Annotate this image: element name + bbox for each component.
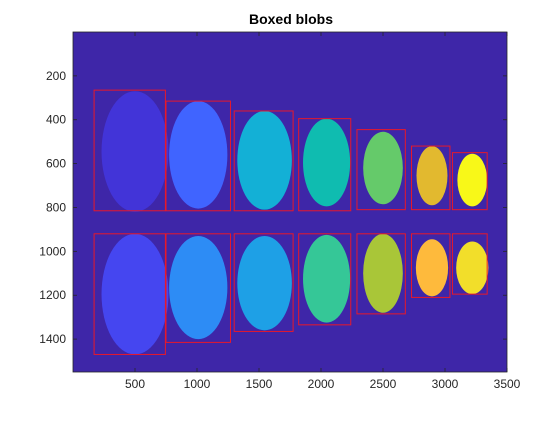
blob-14	[456, 241, 489, 295]
blob-11	[303, 234, 351, 323]
x-tick-label: 3000	[432, 377, 459, 391]
y-tick-label: 1400	[39, 332, 66, 346]
blob-1	[101, 91, 169, 212]
blob-7	[457, 153, 488, 207]
bounding-box-8	[93, 233, 166, 355]
bounding-boxes	[93, 89, 488, 355]
blob-4	[303, 118, 351, 207]
blob-5	[363, 131, 403, 205]
y-tick-label: 1000	[39, 244, 66, 258]
y-tick-label: 1200	[39, 288, 66, 302]
x-tick-label: 1000	[184, 377, 211, 391]
bounding-box-5	[356, 129, 406, 211]
bounding-box-2	[165, 100, 231, 212]
bounding-box-10	[233, 233, 294, 332]
bounding-box-1	[93, 89, 166, 212]
y-tick-label: 600	[46, 157, 66, 171]
x-tick-label: 1500	[246, 377, 273, 391]
bounding-box-4	[298, 118, 352, 212]
bounding-box-12	[356, 233, 406, 315]
y-tick-label: 400	[46, 113, 66, 127]
axes-frame	[72, 31, 508, 373]
blob-12	[363, 233, 403, 313]
bounding-box-11	[298, 233, 352, 326]
blob-8	[101, 233, 169, 355]
x-tick-label: 2000	[308, 377, 335, 391]
blob-9	[169, 236, 228, 340]
plot-area	[73, 32, 507, 372]
bounding-box-6	[411, 145, 451, 211]
blob-3	[237, 110, 292, 210]
blob-6	[416, 146, 448, 206]
x-tick-label: 3500	[494, 377, 521, 391]
blob-2	[169, 101, 228, 209]
bounding-box-7	[451, 152, 488, 211]
y-tick-label: 800	[46, 200, 66, 214]
blob-13	[415, 239, 449, 297]
axes: 500 1000 1500 2000 2500 3000 3500 200 400 600 800 1…	[39, 31, 521, 391]
bounding-box-14	[451, 233, 488, 295]
chart-title: Boxed blobs	[249, 11, 333, 27]
bounding-box-9	[165, 233, 231, 343]
bounding-box-3	[233, 110, 294, 212]
x-tick-label: 500	[125, 377, 145, 391]
x-tick-label: 2500	[370, 377, 397, 391]
bounding-box-13	[411, 233, 451, 298]
blob-10	[237, 236, 292, 331]
y-tick-label: 200	[46, 69, 66, 83]
